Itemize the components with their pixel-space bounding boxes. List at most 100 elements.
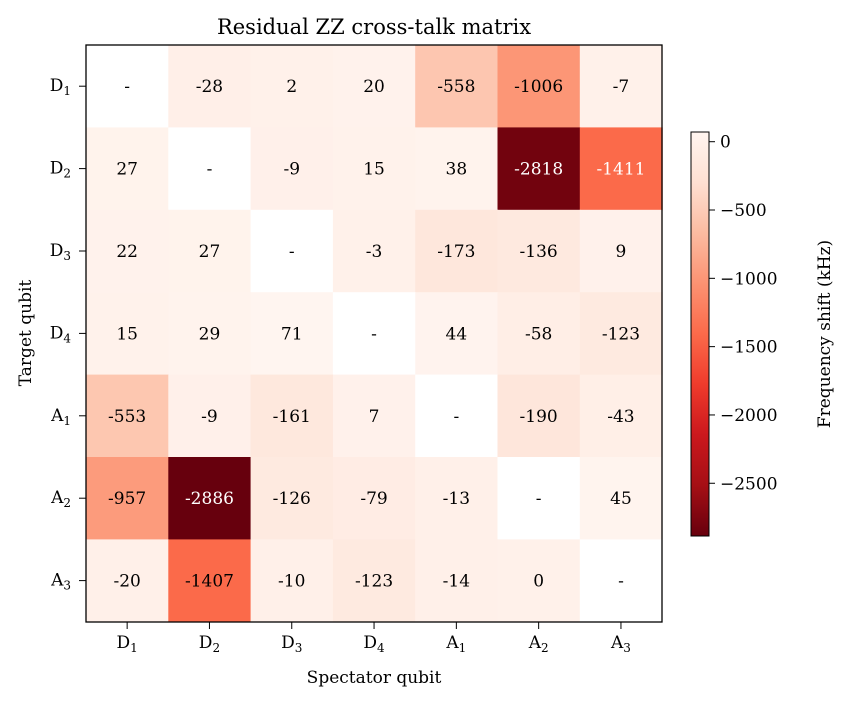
cell-value-label: 15	[116, 324, 138, 344]
cell-value-label: 45	[610, 489, 632, 509]
cell-value-label: -136	[520, 242, 558, 262]
cell-value-label: 2	[286, 77, 297, 97]
heatmap-cell	[86, 209, 169, 293]
cell-value-label: -123	[602, 324, 640, 344]
heatmap-cell	[168, 374, 252, 458]
colorbar-label: Frequency shift (kHz)	[815, 240, 835, 428]
cell-value-label: -79	[360, 489, 387, 509]
cell-value-label: -20	[113, 572, 140, 592]
heatmap-cell	[168, 209, 252, 293]
cell-value-label: -10	[278, 572, 305, 592]
heatmap-cell	[332, 45, 416, 128]
heatmap-cell	[332, 292, 416, 376]
x-tick-label: D4	[363, 633, 385, 655]
cell-value-label: 15	[363, 160, 385, 180]
heatmap-cell	[86, 539, 169, 623]
y-axis-label: Target qubit	[16, 280, 36, 387]
cell-value-label: -	[618, 572, 624, 592]
colorbar-tick-label: 0	[720, 133, 731, 153]
colorbar-tick-label: −1500	[720, 338, 778, 358]
heatmap-cell	[415, 127, 499, 211]
cell-value-label: -	[289, 242, 295, 262]
heatmap-cell	[168, 127, 252, 211]
cell-value-label: -173	[437, 242, 475, 262]
heatmap-cells	[86, 45, 663, 623]
colorbar-tick-label: −2000	[720, 406, 778, 426]
cell-value-label: 7	[369, 407, 380, 427]
heatmap-cell	[579, 292, 663, 376]
heatmap-cell	[86, 45, 169, 128]
heatmap-cell	[250, 127, 334, 211]
y-tick-label: A3	[50, 571, 71, 593]
colorbar-tick-label: −2500	[720, 474, 778, 494]
heatmap-cell	[415, 292, 499, 376]
y-tick-label: D1	[50, 76, 71, 98]
cell-value-label: 27	[199, 242, 221, 262]
colorbar-ticks: 0 −500 −1000 −1500 −2000 −2500	[709, 133, 778, 494]
cell-value-label: -957	[108, 489, 146, 509]
y-tick-label: A2	[50, 488, 71, 510]
heatmap-cell	[497, 209, 581, 293]
heatmap-cell	[497, 292, 581, 376]
x-tick-label: D3	[281, 633, 302, 655]
heatmap-cell	[168, 292, 252, 376]
cell-value-label: -7	[613, 77, 630, 97]
heatmap-cell	[415, 539, 499, 623]
heatmap-cell	[579, 457, 663, 540]
cell-value-label: -123	[355, 572, 393, 592]
cell-value-label: -13	[443, 489, 470, 509]
cell-value-label: 29	[199, 324, 221, 344]
heatmap-cell	[168, 539, 252, 623]
cell-value-label: -1407	[185, 572, 234, 592]
cell-value-label: -	[536, 489, 542, 509]
y-tick-label: A1	[50, 406, 71, 428]
heatmap-cell	[250, 457, 334, 540]
cell-value-label: -	[371, 324, 377, 344]
heatmap-cell	[332, 539, 416, 623]
heatmap-cell	[579, 45, 663, 128]
cell-value-label: -553	[108, 407, 146, 427]
heatmap-cell	[250, 539, 334, 623]
heatmap-cell	[86, 127, 169, 211]
cell-value-label: 0	[533, 572, 544, 592]
heatmap-cell	[497, 457, 581, 540]
cell-value-label: -190	[520, 407, 558, 427]
cell-value-label: -2886	[185, 489, 234, 509]
cell-value-label: -	[453, 407, 459, 427]
x-tick-label: D1	[117, 633, 138, 655]
cell-value-label: -9	[201, 407, 218, 427]
heatmap-cell	[86, 374, 169, 458]
cell-value-label: -14	[443, 572, 470, 592]
cell-value-label: 71	[281, 324, 303, 344]
x-tick-label: A2	[528, 633, 549, 655]
cell-value-label: 20	[363, 77, 385, 97]
heatmap-cell	[497, 539, 581, 623]
heatmap-cell	[250, 292, 334, 376]
cell-value-label: 22	[116, 242, 138, 262]
heatmap-cell	[415, 374, 499, 458]
cell-value-label: -28	[196, 77, 223, 97]
x-tick-label: A3	[610, 633, 631, 655]
x-axis-label: Spectator qubit	[307, 668, 442, 688]
heatmap-cell	[579, 374, 663, 458]
heatmap-cell	[86, 457, 169, 540]
y-tick-label: D4	[50, 323, 72, 345]
heatmap-cell	[168, 457, 252, 540]
x-tick-label: D2	[199, 633, 220, 655]
cell-value-label: -3	[366, 242, 383, 262]
colorbar-tick-label: −1000	[720, 269, 778, 289]
heatmap-cell	[415, 45, 499, 128]
cell-value-label: 44	[446, 324, 468, 344]
cell-value-label: -1411	[596, 160, 645, 180]
heatmap-cell	[332, 457, 416, 540]
colorbar	[690, 131, 710, 537]
heatmap-cell	[579, 209, 663, 293]
heatmap-cell	[250, 45, 334, 128]
cell-value-label: -	[124, 77, 130, 97]
cell-value-label: 38	[446, 160, 468, 180]
heatmap-cell	[332, 374, 416, 458]
heatmap-cell	[579, 539, 663, 623]
cell-value-label: -161	[273, 407, 311, 427]
heatmap-cell	[168, 45, 252, 128]
